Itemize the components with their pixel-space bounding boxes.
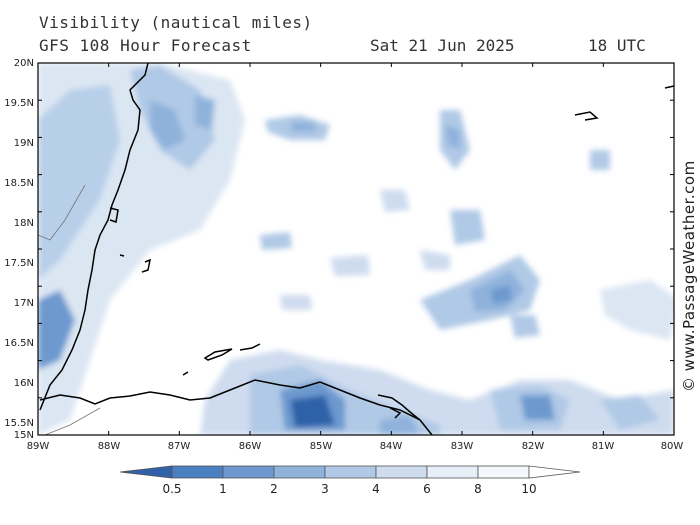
lat-label: 17.5N — [4, 258, 34, 269]
lat-label: 19N — [14, 138, 34, 149]
lat-label: 20N — [14, 58, 34, 69]
lon-label: 89W — [27, 441, 50, 452]
lat-label: 18N — [14, 218, 34, 229]
colorbar — [119, 465, 581, 479]
country-border — [38, 184, 101, 435]
colorbar-label: 2 — [270, 482, 278, 496]
visibility-field — [38, 63, 674, 435]
colorbar-segment — [171, 465, 224, 479]
colorbar-labels: 0.5 1 2 3 4 6 8 10 — [162, 482, 536, 496]
colorbar-label: 0.5 — [162, 482, 181, 496]
lon-label: 80W — [661, 441, 684, 452]
colorbar-segment — [375, 465, 428, 479]
lon-label: 83W — [451, 441, 474, 452]
colorbar-label: 8 — [474, 482, 482, 496]
colorbar-segment — [119, 465, 173, 479]
longitude-labels: 89W 88W 87W 86W 85W 84W 83W 82W 81W 80W — [27, 441, 684, 452]
forecast-time: 18 UTC — [588, 36, 646, 55]
colorbar-label: 4 — [372, 482, 380, 496]
lon-label: 87W — [168, 441, 191, 452]
colorbar-segment — [273, 465, 326, 479]
colorbar-segment — [324, 465, 377, 479]
colorbar-segment — [477, 465, 530, 479]
latitude-labels: 20N 19.5N 19N 18.5N 18N 17.5N 17N 16.5N … — [4, 58, 34, 441]
lat-label: 15.5N — [4, 418, 34, 429]
lon-label: 88W — [98, 441, 121, 452]
colorbar-label: 3 — [321, 482, 329, 496]
lat-label: 16.5N — [4, 338, 34, 349]
lat-label: 19.5N — [4, 98, 34, 109]
forecast-date: Sat 21 Jun 2025 — [370, 36, 515, 55]
colorbar-label: 6 — [423, 482, 431, 496]
lat-label: 17N — [14, 298, 34, 309]
chart-title: Visibility (nautical miles) — [39, 13, 313, 32]
coastline — [39, 63, 674, 435]
lon-label: 84W — [380, 441, 403, 452]
lon-label: 82W — [522, 441, 545, 452]
colorbar-segment — [426, 465, 479, 479]
lon-label: 81W — [592, 441, 615, 452]
lat-label: 15N — [14, 430, 34, 441]
model-label: GFS 108 Hour Forecast — [39, 36, 252, 55]
lat-label: 18.5N — [4, 178, 34, 189]
lon-label: 86W — [239, 441, 262, 452]
lat-label: 16N — [14, 378, 34, 389]
colorbar-label: 10 — [521, 482, 536, 496]
colorbar-segment — [222, 465, 275, 479]
axis-ticks — [37, 62, 675, 436]
lon-label: 85W — [310, 441, 333, 452]
colorbar-label: 1 — [219, 482, 227, 496]
colorbar-segment — [528, 465, 581, 479]
